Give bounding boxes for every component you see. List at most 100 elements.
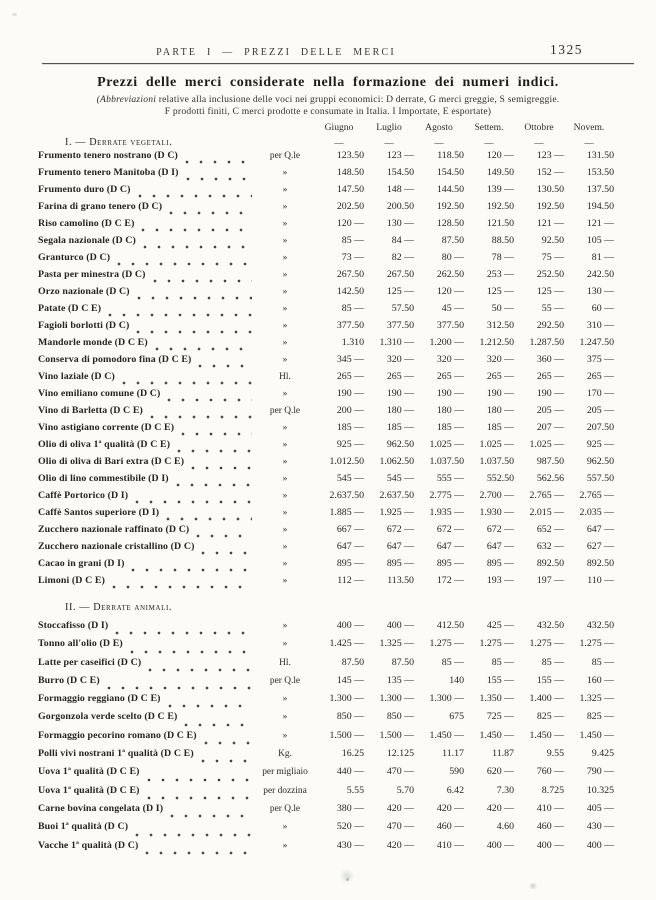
row-unit: » bbox=[282, 491, 288, 501]
row-value: 555 — bbox=[436, 473, 464, 484]
dot-leader bbox=[184, 722, 252, 727]
row-value: 57.50 bbox=[391, 303, 414, 314]
dot-leader bbox=[198, 364, 252, 368]
row-value: 312.50 bbox=[486, 320, 514, 331]
row-value: 590 bbox=[449, 766, 464, 778]
scan-artifact bbox=[528, 883, 538, 889]
table-row: Caffè Portorico (D I) » 2.637.50 2.637.5… bbox=[38, 490, 614, 507]
row-item-name: Vacche 1ª qualità (D C) bbox=[38, 839, 139, 851]
row-value: 892.50 bbox=[586, 558, 614, 569]
row-value: 112 — bbox=[337, 575, 364, 586]
row-value: 725 — bbox=[486, 711, 514, 723]
row-value: 123 — bbox=[536, 150, 564, 161]
dot-leader bbox=[141, 228, 252, 232]
dot-leader bbox=[191, 466, 252, 470]
dot-leader bbox=[131, 568, 252, 572]
row-value: 1.350 — bbox=[479, 693, 514, 705]
row-unit: Hl. bbox=[279, 657, 291, 668]
row-unit: » bbox=[282, 440, 288, 450]
row-item-name: Fagioli borlotti (D C) bbox=[38, 320, 130, 331]
row-value: 125 — bbox=[486, 286, 514, 297]
row-unit: » bbox=[282, 639, 288, 650]
row-value: 267.50 bbox=[336, 269, 364, 280]
table-row: Uova 1ª qualità (D C E) per migliaio 440… bbox=[38, 766, 614, 784]
row-value: 144.50 bbox=[436, 184, 464, 195]
table-row: Formaggio pecorino romano (D C E) » 1.50… bbox=[38, 730, 614, 748]
month-header: Giugno bbox=[324, 122, 354, 133]
row-value: 252.50 bbox=[536, 269, 564, 280]
row-item-name: Olio di oliva di Bari extra (D C E) bbox=[38, 456, 185, 467]
row-item-name: Uova 1ª qualità (D C E) bbox=[38, 784, 140, 796]
month-header-dash: — bbox=[334, 137, 344, 148]
row-value: 5.70 bbox=[396, 784, 414, 796]
row-value: 190 — bbox=[536, 388, 564, 399]
row-value: 1.310 bbox=[341, 337, 364, 348]
row-value: 192.50 bbox=[536, 201, 564, 212]
row-value: 55 — bbox=[541, 303, 564, 314]
row-value: 125 — bbox=[536, 286, 564, 297]
row-value: 185 — bbox=[436, 422, 464, 433]
dot-leader bbox=[148, 667, 252, 672]
row-value: 430 — bbox=[336, 839, 364, 851]
table-row: Frumento tenero Manitoba (D I) » 148.50 … bbox=[38, 167, 614, 184]
row-value: 850 — bbox=[386, 711, 414, 723]
row-item-name: Buoi 1ª qualità (D C) bbox=[38, 821, 129, 833]
row-value: 825 — bbox=[536, 711, 564, 723]
table-row: Zucchero nazionale cristallino (D C) » 6… bbox=[38, 541, 614, 558]
row-value: 420 — bbox=[386, 802, 414, 814]
row-unit: » bbox=[282, 840, 288, 851]
row-value: 545 — bbox=[386, 473, 414, 484]
table-row: Burro (D C E) per Q.le 145 — 135 — 140 1… bbox=[38, 675, 614, 693]
row-value: 170 — bbox=[586, 388, 614, 399]
row-item-name: Gorgonzola verde scelto (D C E) bbox=[38, 711, 178, 723]
table-row: Vino laziale (D C) Hl. 265 — 265 — 265 —… bbox=[38, 371, 614, 388]
row-value: 672 — bbox=[486, 524, 514, 535]
table-row: Farina di grano tenero (D C) » 202.50 20… bbox=[38, 201, 614, 218]
table-row: Carne bovina congelata (D I) per Q.le 38… bbox=[38, 803, 614, 821]
dot-leader bbox=[170, 814, 252, 819]
row-value: 192.50 bbox=[486, 201, 514, 212]
dot-leader bbox=[169, 211, 252, 215]
row-item-name: Frumento tenero Manitoba (D I) bbox=[38, 167, 179, 178]
row-value: 121 — bbox=[536, 218, 564, 229]
dot-leader bbox=[203, 741, 252, 746]
row-value: 1.930 — bbox=[479, 507, 514, 518]
row-value: 430 — bbox=[586, 821, 614, 833]
row-value: 760 — bbox=[536, 766, 564, 778]
row-value: 1.925 — bbox=[379, 507, 414, 518]
dot-leader bbox=[196, 534, 252, 538]
row-value: 2.775 — bbox=[429, 490, 464, 501]
row-value: 962.50 bbox=[586, 456, 614, 467]
row-value: 9.55 bbox=[546, 748, 564, 760]
row-value: 895 — bbox=[436, 558, 464, 569]
abbreviations-note: (Abbreviazioni relative alla inclusione … bbox=[0, 94, 656, 117]
row-value: 2.765 — bbox=[579, 490, 614, 501]
row-value: 130 — bbox=[586, 286, 614, 297]
row-value: 140 bbox=[449, 674, 464, 686]
row-value: 1.300 — bbox=[379, 693, 414, 705]
row-value: 1.935 — bbox=[429, 507, 464, 518]
row-item-name: Polli vivi nostrani 1ª qualità (D C E) bbox=[38, 748, 194, 760]
dot-leader bbox=[145, 850, 252, 855]
row-item-name: Vino laziale (D C) bbox=[38, 371, 115, 382]
row-value: 647 — bbox=[586, 524, 614, 535]
abbreviations-note-italic: (Abbreviazioni bbox=[96, 94, 157, 105]
row-value: 400 — bbox=[586, 839, 614, 851]
row-unit: » bbox=[282, 576, 288, 586]
row-value: 552.50 bbox=[486, 473, 514, 484]
row-value: 185 — bbox=[386, 422, 414, 433]
price-table: Giugno Luglio Agosto Settem. Ottobre Novem. I… bbox=[38, 122, 614, 858]
row-value: 1.300 — bbox=[329, 693, 364, 705]
dot-leader bbox=[152, 279, 252, 283]
row-value: 825 — bbox=[586, 711, 614, 723]
row-value: 2.035 — bbox=[579, 507, 614, 518]
row-value: 137.50 bbox=[586, 184, 614, 195]
dot-leader bbox=[167, 398, 252, 402]
table-row: Caffè Santos superiore (D I) » 1.885 — 1… bbox=[38, 507, 614, 524]
row-value: 192.50 bbox=[436, 201, 464, 212]
month-header-dash: — bbox=[584, 137, 594, 148]
dot-leader bbox=[167, 704, 252, 709]
row-value: 172 — bbox=[436, 575, 464, 586]
row-item-name: Conserva di pomodoro fina (D C E) bbox=[38, 354, 192, 365]
month-header: Ottobre bbox=[524, 122, 554, 133]
